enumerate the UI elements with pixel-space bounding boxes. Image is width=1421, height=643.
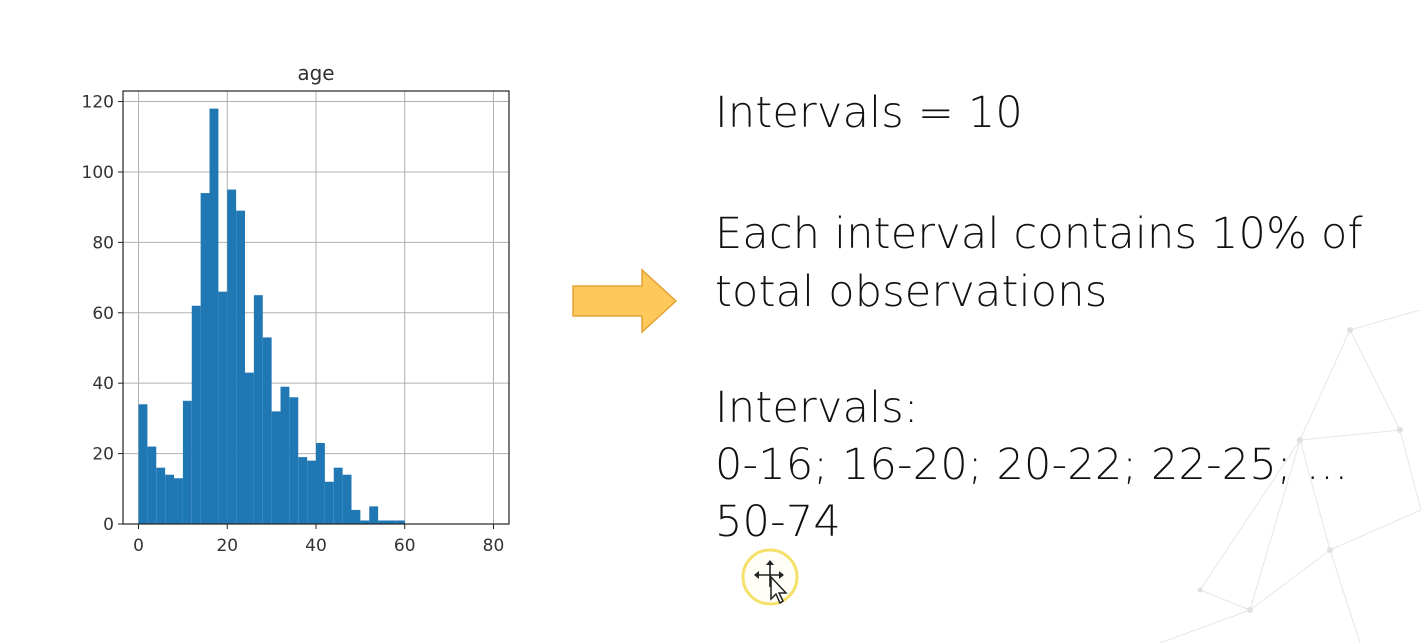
y-tick-label: 100: [82, 163, 114, 183]
histogram-bar: [218, 291, 228, 524]
intervals-count-line: Intervals = 10: [715, 88, 1023, 138]
intervals-count-text: Intervals = 10: [715, 88, 1023, 138]
histogram-bar: [245, 372, 254, 524]
histogram-bar: [165, 474, 175, 524]
interval-list-ranges-1: 0-16; 16-20; 20-22; 22-25; …: [715, 440, 1349, 490]
y-tick-label: 60: [92, 304, 114, 324]
histogram-bar: [316, 443, 325, 524]
histogram-bar: [138, 404, 148, 524]
histogram-bar: [262, 337, 272, 524]
histogram-bar: [342, 474, 352, 524]
histogram-bar: [324, 481, 334, 524]
histogram-bar: [360, 520, 370, 524]
histogram-bar: [307, 460, 316, 524]
interval-description-text: Each interval contains 10% of total obse…: [715, 205, 1363, 321]
x-tick-label: 80: [483, 536, 505, 556]
histogram-bar: [280, 386, 290, 524]
x-tick-label: 0: [133, 536, 144, 556]
histogram-bar: [253, 295, 263, 524]
histogram-bar: [156, 467, 166, 524]
x-tick-label: 40: [305, 536, 327, 556]
interval-description-line-2: total observations: [715, 267, 1108, 317]
y-tick-label: 0: [103, 515, 114, 535]
histogram-bar: [147, 446, 157, 524]
histogram-bar: [236, 210, 246, 525]
histogram-bar: [182, 400, 192, 524]
right-arrow-icon: [572, 268, 678, 334]
histogram-bar: [174, 478, 183, 524]
interval-list-label: Intervals:: [715, 383, 919, 433]
histogram-chart: age 0 20 40 60 80 0 20 40 60 80 100 120: [82, 61, 510, 556]
interval-list-text: Intervals: 0-16; 16-20; 20-22; 22-25; … …: [715, 380, 1349, 551]
chart-bars: [138, 108, 405, 525]
x-tick-label: 20: [216, 536, 238, 556]
histogram-bar: [298, 457, 308, 524]
histogram-bar: [209, 108, 219, 524]
y-tick-label: 80: [92, 233, 114, 253]
y-tick-label: 20: [92, 445, 114, 465]
y-tick-label: 40: [92, 374, 114, 394]
histogram-bar: [369, 506, 379, 524]
histogram-bar: [227, 189, 237, 525]
y-tick-label: 120: [82, 93, 114, 113]
histogram-bar: [289, 397, 299, 524]
histogram-bar: [378, 520, 387, 524]
move-cursor-icon: [741, 548, 799, 606]
histogram-bar: [200, 193, 210, 525]
chart-ticks: 0 20 40 60 80 0 20 40 60 80 100 120: [82, 93, 505, 556]
chart-title: age: [297, 61, 334, 85]
histogram-bar: [386, 520, 396, 524]
x-tick-label: 60: [394, 536, 416, 556]
histogram-bar: [191, 305, 201, 524]
histogram-bar: [395, 520, 405, 524]
interval-list-ranges-2: 50-74: [715, 497, 841, 547]
histogram-bar: [333, 467, 343, 524]
histogram-bar: [351, 509, 361, 524]
interval-description-line-1: Each interval contains 10% of: [715, 209, 1363, 259]
histogram-bar: [271, 411, 281, 524]
background-network-decoration: [1159, 310, 1421, 643]
